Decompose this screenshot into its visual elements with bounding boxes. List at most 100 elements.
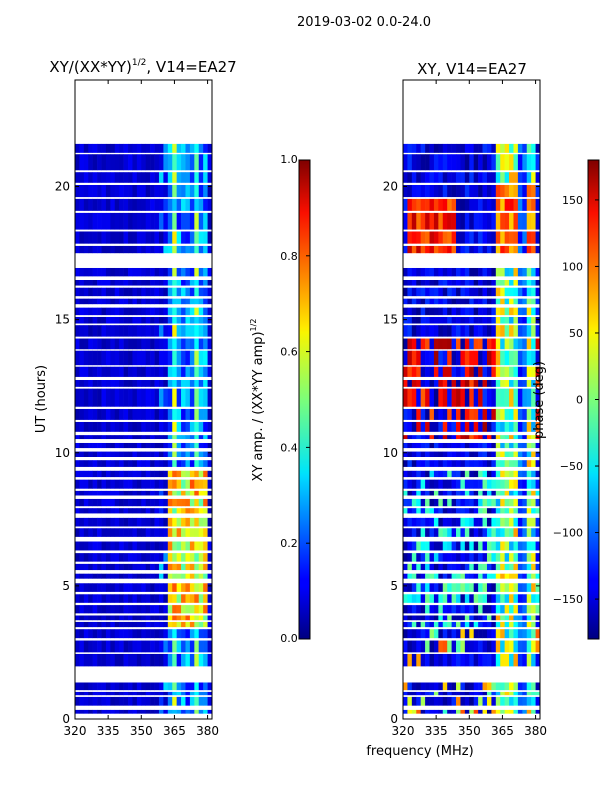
- left-heat-cell: [181, 350, 186, 366]
- right-heat-cell: [486, 498, 492, 507]
- left-heat-cell: [207, 479, 213, 489]
- left-heat-cell: [176, 451, 182, 457]
- left-heat-cell: [132, 682, 138, 691]
- left-heat-cell: [83, 583, 89, 592]
- left-heat-cell: [88, 267, 93, 277]
- right-heat-cell: [522, 508, 528, 514]
- right-heat-cell: [504, 479, 510, 489]
- left-heat-cell: [163, 573, 169, 579]
- left-heat-cell: [97, 573, 102, 579]
- right-heat-cell: [460, 280, 466, 286]
- left-heat-cell: [145, 338, 151, 350]
- left-heat-cell: [185, 594, 191, 603]
- right-heat-cell: [473, 366, 479, 377]
- right-x-tick-label: 320: [392, 724, 415, 738]
- left-heat-cell: [75, 451, 80, 457]
- right-heat-cell: [517, 325, 523, 337]
- right-heat-cell: [438, 563, 444, 571]
- left-heat-cell: [185, 682, 191, 691]
- left-heat-cell: [141, 517, 147, 527]
- right-heat-cell: [438, 553, 444, 562]
- right-heat-cell: [429, 709, 435, 714]
- right-heat-cell: [509, 709, 514, 714]
- left-heat-cell: [92, 408, 98, 420]
- right-heat-cell: [464, 640, 470, 653]
- right-heat-cell: [456, 508, 461, 514]
- right-heat-cell: [403, 421, 408, 432]
- left-heat-cell: [198, 245, 204, 254]
- right-heat-cell: [411, 316, 417, 324]
- left-heat-cell: [114, 338, 120, 350]
- right-heat-cell: [486, 517, 492, 527]
- left-heat-cell: [150, 307, 155, 316]
- right-heat-cell: [535, 435, 541, 440]
- left-heat-cell: [150, 583, 155, 592]
- right-heat-cell: [451, 508, 457, 514]
- left-heat-cell: [141, 691, 147, 696]
- right-heat-cell: [403, 553, 408, 562]
- right-heat-cell: [407, 451, 413, 457]
- right-heat-cell: [433, 691, 439, 696]
- right-heat-cell: [411, 517, 417, 527]
- left-heat-cell: [163, 528, 169, 537]
- left-heat-cell: [154, 184, 160, 198]
- right-heat-cell: [473, 338, 479, 350]
- left-heat-cell: [136, 212, 142, 230]
- right-heat-cell: [420, 184, 426, 198]
- right-heat-cell: [535, 528, 541, 537]
- left-heat-cell: [123, 541, 129, 551]
- right-heat-cell: [478, 498, 483, 507]
- right-heat-cell: [531, 287, 536, 297]
- right-heat-cell: [433, 583, 439, 592]
- right-heat-cell: [478, 528, 483, 537]
- left-heat-cell: [141, 498, 147, 507]
- right-heat-cell: [460, 460, 466, 467]
- right-heat-cell: [473, 442, 479, 449]
- left-title-tail: , V14=EA27: [146, 58, 236, 76]
- right-heat-cell: [531, 172, 536, 183]
- left-heat-cell: [198, 408, 204, 420]
- left-heat-cell: [83, 682, 89, 691]
- right-heat-cell: [500, 212, 505, 230]
- right-heat-cell: [517, 691, 523, 696]
- left-heat-cell: [75, 388, 80, 407]
- right-heat-cell: [438, 594, 444, 603]
- left-heat-cell: [185, 388, 191, 407]
- left-heat-cell: [150, 442, 155, 449]
- left-heat-cell: [145, 640, 151, 653]
- left-heat-cell: [101, 696, 107, 706]
- right-heat-cell: [486, 709, 492, 714]
- left-heat-cell: [110, 563, 116, 571]
- left-heat-cell: [75, 553, 80, 562]
- left-heat-cell: [88, 325, 93, 337]
- left-heat-cell: [83, 350, 89, 366]
- left-heat-cell: [203, 325, 208, 337]
- left-heat-cell: [154, 696, 160, 706]
- left-heat-cell: [123, 573, 129, 579]
- left-heat-cell: [154, 350, 160, 366]
- right-heat-cell: [513, 563, 519, 571]
- right-heat-cell: [456, 517, 461, 527]
- right-heat-cell: [403, 573, 408, 579]
- left-heat-cell: [132, 709, 138, 714]
- left-heat-cell: [167, 307, 173, 316]
- right-heat-cell: [433, 245, 439, 254]
- left-heat-cell: [163, 184, 169, 198]
- right-heat-cell: [451, 621, 457, 628]
- right-heat-cell: [451, 231, 457, 244]
- right-heat-cell: [433, 172, 439, 183]
- right-heat-cell: [473, 231, 479, 244]
- left-heat-cell: [194, 594, 200, 603]
- left-heat-cell: [136, 338, 142, 350]
- left-heat-cell: [97, 615, 102, 621]
- right-heat-cell: [451, 184, 457, 198]
- right-heat-cell: [522, 338, 528, 350]
- right-heat-cell: [509, 541, 514, 551]
- right-heat-cell: [482, 245, 488, 254]
- left-heat-cell: [172, 435, 177, 440]
- left-heat-cell: [172, 553, 177, 562]
- left-heat-cell: [163, 435, 169, 440]
- right-heat-cell: [438, 451, 444, 457]
- left-heat-cell: [132, 380, 138, 387]
- right-heat-cell: [482, 517, 488, 527]
